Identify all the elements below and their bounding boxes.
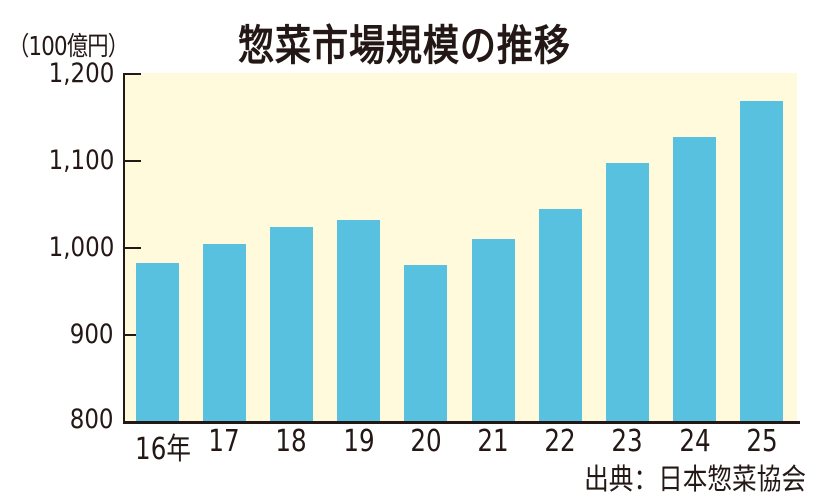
y-tick-label: 800: [70, 404, 114, 435]
bar: [538, 208, 582, 422]
y-tick: [125, 334, 141, 336]
x-tick-label: 19: [342, 424, 375, 459]
x-tick-label: 23: [611, 424, 644, 459]
bar: [202, 243, 246, 422]
y-tick-label: 1,000: [48, 232, 114, 263]
x-tick-label: 17: [208, 424, 240, 459]
x-tick-label: 24: [678, 424, 711, 459]
y-tick-label: 1,200: [48, 58, 114, 89]
y-tick: [125, 247, 141, 249]
y-tick-label: 900: [70, 319, 114, 350]
chart-title: 惣菜市場規模の推移: [238, 21, 571, 70]
x-tick-label: 16年: [135, 432, 191, 467]
x-tick-label: 22: [544, 424, 576, 459]
bar: [605, 162, 649, 422]
y-tick: [125, 73, 141, 75]
x-tick-label: 20: [410, 424, 442, 459]
bar: [673, 136, 717, 422]
x-tick-label: 21: [477, 424, 509, 459]
y-axis-unit-label: （100億円）: [8, 32, 129, 62]
bar: [740, 100, 784, 422]
bar: [471, 239, 515, 422]
x-tick-label: 18: [275, 424, 308, 459]
y-axis-line: [123, 73, 125, 423]
x-tick-label: 25: [746, 424, 778, 459]
y-tick: [125, 160, 141, 162]
bar: [404, 265, 448, 422]
bar: [337, 220, 381, 422]
y-tick-label: 1,100: [48, 145, 114, 176]
source-note: 出典：日本惣菜協会: [584, 462, 806, 496]
bar: [269, 227, 313, 422]
x-axis-line: [123, 421, 800, 424]
bar: [135, 262, 179, 422]
